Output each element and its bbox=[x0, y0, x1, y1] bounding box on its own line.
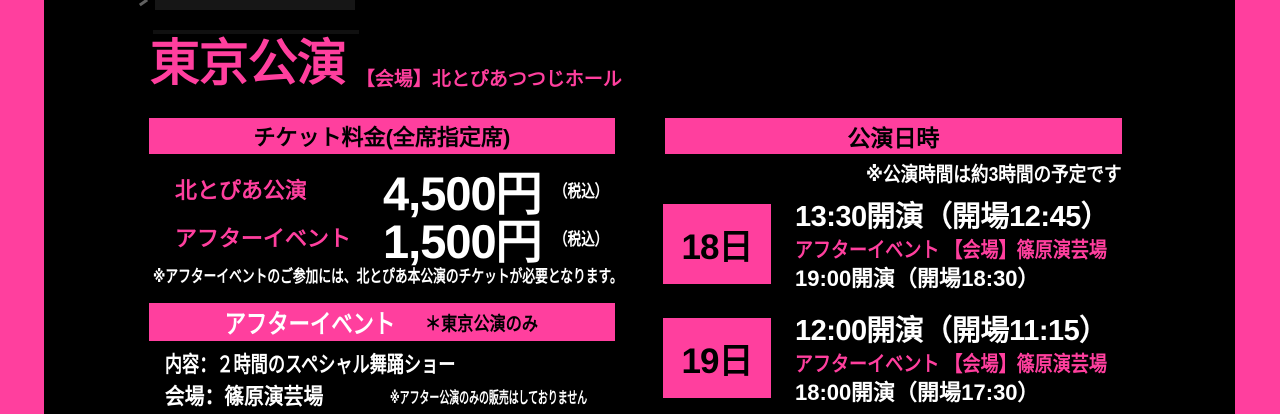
after-event-time-19: 18:00開演（開場17:30） bbox=[795, 380, 1040, 405]
price-tax-after-event: （税込） bbox=[553, 229, 609, 249]
after-event-content-line: 内容：２時間のスペシャル舞踊ショー bbox=[165, 352, 456, 377]
after-event-venue-18: アフターイベント 【会場】篠原演芸場 bbox=[795, 239, 1108, 262]
cropped-graphic-remnant-line bbox=[153, 30, 359, 34]
after-event-header-bar: アフターイベント ＊東京公演のみ bbox=[149, 303, 615, 341]
after-event-time-18: 19:00開演（開場18:30） bbox=[795, 266, 1040, 291]
ticket-price-header-bar: チケット料金(全席指定席) bbox=[149, 118, 615, 154]
ticket-requirement-note: ※アフターイベントのご参加には、北とぴあ本公演のチケットが必要となります。 bbox=[153, 267, 623, 286]
schedule-section: 公演日時 ※公演時間は約3時間の予定です 18日 13:30開演（開場12:45… bbox=[663, 118, 1122, 414]
main-show-time-18: 13:30開演（開場12:45） bbox=[795, 201, 1110, 233]
date-badge-18: 18日 bbox=[663, 204, 771, 284]
after-event-venue-note: ※アフター公演のみの販売はしておりません bbox=[390, 390, 588, 407]
main-show-time-19: 12:00開演（開場11:15） bbox=[795, 315, 1108, 347]
price-row-main-show: 北とぴあ公演 4,500円 （税込） bbox=[149, 164, 615, 220]
price-tax-main-show: （税込） bbox=[553, 181, 609, 201]
price-row-after-event: アフターイベント 1,500円 （税込） bbox=[149, 212, 615, 268]
schedule-duration-note: ※公演時間は約3時間の予定です bbox=[866, 164, 1122, 186]
schedule-header-label: 公演日時 bbox=[847, 125, 940, 151]
price-value-main-show: 4,500円 bbox=[383, 166, 543, 220]
left-pink-border bbox=[0, 0, 44, 414]
price-label-after-event: アフターイベント bbox=[175, 226, 352, 251]
after-event-venue-label: 会場：篠原演芸場 bbox=[165, 384, 324, 409]
schedule-day-18: 18日 13:30開演（開場12:45） アフターイベント 【会場】篠原演芸場 … bbox=[663, 201, 1122, 296]
date-badge-19: 19日 bbox=[663, 318, 771, 398]
after-event-header-sub-label: ＊東京公演のみ bbox=[424, 313, 538, 335]
cropped-graphic-remnant-top bbox=[155, 0, 355, 10]
page-title: 東京公演 bbox=[150, 35, 347, 91]
price-value-after-event: 1,500円 bbox=[383, 214, 543, 268]
ticket-price-header-label: チケット料金(全席指定席) bbox=[253, 125, 511, 150]
schedule-day-19: 19日 12:00開演（開場11:15） アフターイベント 【会場】篠原演芸場 … bbox=[663, 315, 1122, 410]
schedule-day-18-details: 13:30開演（開場12:45） アフターイベント 【会場】篠原演芸場 19:0… bbox=[795, 200, 1158, 292]
schedule-header-bar: 公演日時 bbox=[665, 118, 1122, 154]
schedule-day-19-details: 12:00開演（開場11:15） アフターイベント 【会場】篠原演芸場 18:0… bbox=[795, 314, 1158, 406]
price-label-main-show: 北とぴあ公演 bbox=[175, 178, 308, 203]
header-venue-label: 【会場】北とぴあつつじホール bbox=[356, 69, 623, 90]
after-event-venue-19: アフターイベント 【会場】篠原演芸場 bbox=[795, 353, 1108, 376]
cropped-graphic-remnant-mark bbox=[138, 0, 149, 7]
after-event-header-label: アフターイベント bbox=[225, 308, 396, 339]
after-event-venue-line: 会場：篠原演芸場 ※アフター公演のみの販売はしておりません bbox=[165, 384, 615, 410]
ticket-section: チケット料金(全席指定席) 北とぴあ公演 4,500円 （税込） アフターイベン… bbox=[149, 118, 623, 414]
right-pink-border bbox=[1235, 0, 1280, 414]
